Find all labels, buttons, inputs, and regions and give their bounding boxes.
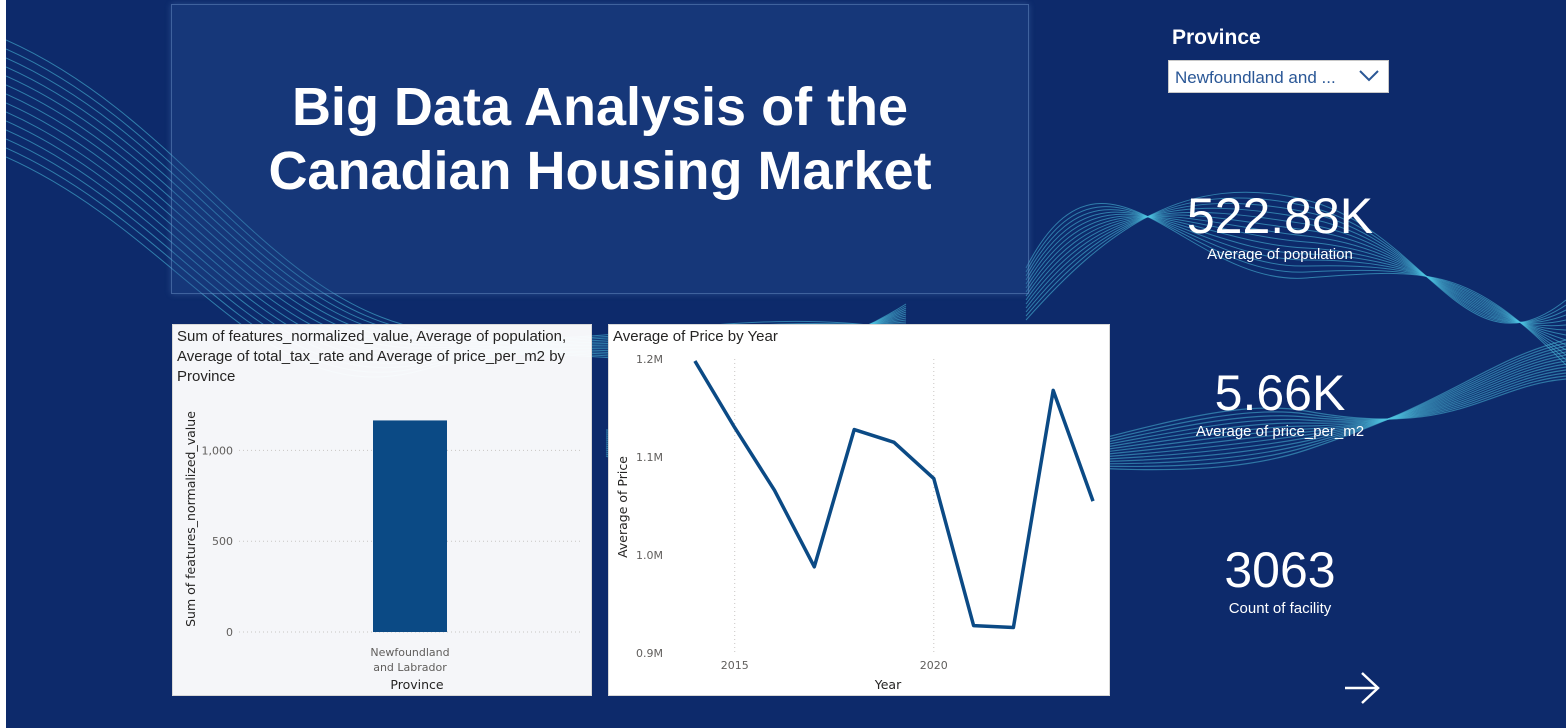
province-slicer-label: Province [1172,26,1261,49]
line-chart-visual[interactable]: Average of Price by Year 2015 2020 0.9M 1.0… [608,324,1110,696]
wave-line-right [1025,206,1566,361]
chart-title: Average of Price by Year [613,328,778,345]
chart-title: Sum of features_normalized_value, Averag… [177,328,567,385]
wave-line-right [1025,197,1566,324]
y-tick-label: 0 [226,626,233,639]
y-tick-label: 0.9M [636,647,663,660]
x-tick-label: and Labrador [373,661,447,674]
kpi-label: Count of facility [1228,600,1332,617]
arrow-right-icon[interactable] [1342,670,1382,706]
kpi-card-price-per-m2: 5.66K Average of price_per_m2 [1180,365,1380,441]
report-canvas: Big Data Analysis of the Canadian Housin… [6,0,1566,728]
title-box: Big Data Analysis of the Canadian Housin… [171,4,1029,294]
kpi-value: 5.66K [1214,365,1346,421]
wave-line-right [1025,215,1566,341]
x-axis-title: Province [390,677,443,692]
x-axis-title: Year [874,677,902,692]
y-tick-label: 1,000 [202,444,234,457]
kpi-card-population: 522.88K Average of population [1180,188,1380,264]
kpi-label: Average of population [1207,246,1353,263]
province-dropdown[interactable]: Newfoundland and ... [1168,60,1389,93]
wave-line-right [1025,202,1566,366]
wave-line-right [1025,211,1566,325]
kpi-value: 3063 [1224,542,1336,598]
wave-line-right [1025,214,1566,327]
y-axis-title: Sum of features_normalized_value [183,411,198,627]
bar-chart-visual[interactable]: Sum of features_normalized_value, Averag… [172,324,592,696]
y-tick-label: 1.1M [636,451,663,464]
bar [373,420,447,632]
kpi-value: 522.88K [1186,188,1374,244]
wave-line-right [1025,209,1566,356]
wave-line-right [1025,213,1566,346]
wave-line-right [1025,207,1566,324]
kpi-card-facility-count: 3063 Count of facility [1180,542,1380,618]
x-tick-label: Newfoundland [370,646,449,659]
wave-line-right [1025,202,1566,323]
y-axis-title: Average of Price [615,456,630,558]
province-dropdown-value: Newfoundland and ... [1175,68,1336,87]
page-title: Big Data Analysis of the Canadian Housin… [268,77,932,201]
line-chart: 2015 2020 0.9M 1.0M 1.1M 1.2M Year Average of P… [615,353,1095,692]
kpi-label: Average of price_per_m2 [1195,423,1365,440]
wave-line-right [1025,215,1566,331]
price-line [693,360,1095,630]
x-tick-label: 2015 [721,659,749,672]
wave-line-right [1025,216,1566,336]
y-tick-label: 1.2M [636,353,663,366]
bar-chart: 0 500 1,000 Newfoundland and Labrador Provinc… [183,411,583,692]
wave-line-right [1025,191,1566,324]
y-tick-label: 1.0M [636,549,663,562]
x-tick-label: 2020 [920,659,948,672]
chevron-down-icon [1359,70,1379,82]
y-tick-label: 500 [212,535,233,548]
wave-line-right [1025,211,1566,351]
